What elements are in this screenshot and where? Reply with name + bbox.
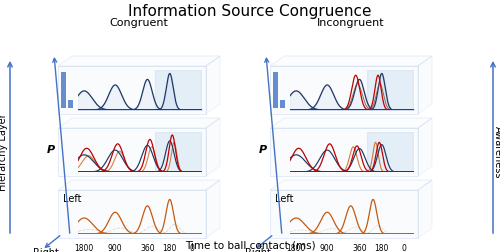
- Bar: [155, 70, 201, 110]
- Text: 900: 900: [320, 244, 334, 252]
- Text: Right: Right: [33, 248, 59, 252]
- Text: 180: 180: [162, 244, 177, 252]
- Polygon shape: [206, 56, 220, 114]
- Polygon shape: [206, 180, 220, 238]
- Text: Incongruent: Incongruent: [317, 18, 385, 28]
- Text: P: P: [47, 145, 55, 154]
- Polygon shape: [58, 118, 220, 128]
- Polygon shape: [58, 128, 206, 176]
- Bar: [155, 132, 201, 172]
- Polygon shape: [270, 190, 418, 238]
- Bar: [367, 70, 413, 110]
- Text: Hierarchy Layer: Hierarchy Layer: [0, 113, 8, 191]
- Polygon shape: [418, 180, 432, 238]
- Text: Left: Left: [63, 194, 82, 204]
- Bar: [280, 100, 285, 108]
- Text: Left: Left: [275, 194, 293, 204]
- Text: 0: 0: [190, 244, 194, 252]
- Polygon shape: [270, 128, 418, 176]
- Bar: [367, 132, 413, 172]
- Polygon shape: [418, 118, 432, 176]
- Polygon shape: [270, 66, 418, 114]
- Text: 900: 900: [108, 244, 122, 252]
- Polygon shape: [418, 56, 432, 114]
- Text: 360: 360: [352, 244, 367, 252]
- Polygon shape: [206, 118, 220, 176]
- Polygon shape: [270, 56, 432, 66]
- Text: 1800: 1800: [286, 244, 306, 252]
- Polygon shape: [270, 118, 432, 128]
- Text: Awareness: Awareness: [493, 126, 500, 178]
- Bar: [273, 72, 278, 108]
- Polygon shape: [58, 190, 206, 238]
- Text: Right: Right: [245, 248, 271, 252]
- Polygon shape: [270, 180, 432, 190]
- Polygon shape: [58, 66, 206, 114]
- Polygon shape: [58, 180, 220, 190]
- Text: 180: 180: [374, 244, 389, 252]
- Text: 360: 360: [140, 244, 155, 252]
- Text: Information Source Congruence: Information Source Congruence: [128, 4, 372, 19]
- Bar: [68, 100, 73, 108]
- Text: 0: 0: [402, 244, 406, 252]
- Text: Time to ball contact (ms): Time to ball contact (ms): [184, 240, 316, 250]
- Text: 1800: 1800: [74, 244, 94, 252]
- Text: P: P: [259, 145, 267, 154]
- Bar: [61, 72, 66, 108]
- Polygon shape: [58, 56, 220, 66]
- Text: Congruent: Congruent: [110, 18, 168, 28]
